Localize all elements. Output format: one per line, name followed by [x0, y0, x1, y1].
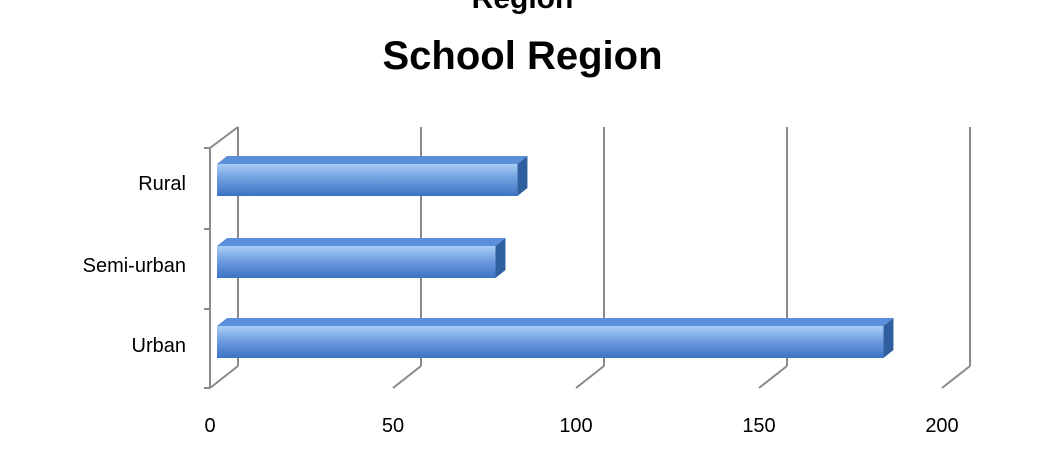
bar-top-face [217, 156, 528, 164]
x-tick-label-1: 50 [382, 415, 404, 437]
bar-front-face [217, 246, 496, 278]
gridline-floor-0 [209, 365, 239, 389]
bar-rural [217, 156, 528, 196]
chart-title: School Region [382, 34, 663, 78]
gridline-floor-3 [758, 365, 788, 389]
x-tick-label-0: 0 [204, 415, 215, 437]
bar-end-face [495, 238, 506, 278]
bar-front-face [217, 164, 518, 196]
x-tick-label-3: 150 [742, 415, 775, 437]
left-wall-top [209, 126, 239, 149]
x-tick-label-4: 200 [925, 415, 958, 437]
bar-top-face [217, 238, 506, 246]
bar-end-face [883, 318, 894, 358]
gridline-floor-4 [941, 365, 971, 389]
gridline-floor-1 [392, 365, 422, 389]
bar-semi-urban [217, 238, 506, 278]
bar-end-face [517, 156, 528, 196]
category-label-2: Urban [132, 335, 186, 357]
x-tick-label-2: 100 [559, 415, 592, 437]
gridline-floor-2 [575, 365, 605, 389]
category-label-0: Rural [138, 173, 186, 195]
bar-urban [217, 318, 894, 358]
bar-front-face [217, 326, 884, 358]
bar-top-face [217, 318, 894, 326]
category-label-1: Semi-urban [83, 255, 186, 277]
clipped-header-text: Region [0, 0, 1045, 16]
